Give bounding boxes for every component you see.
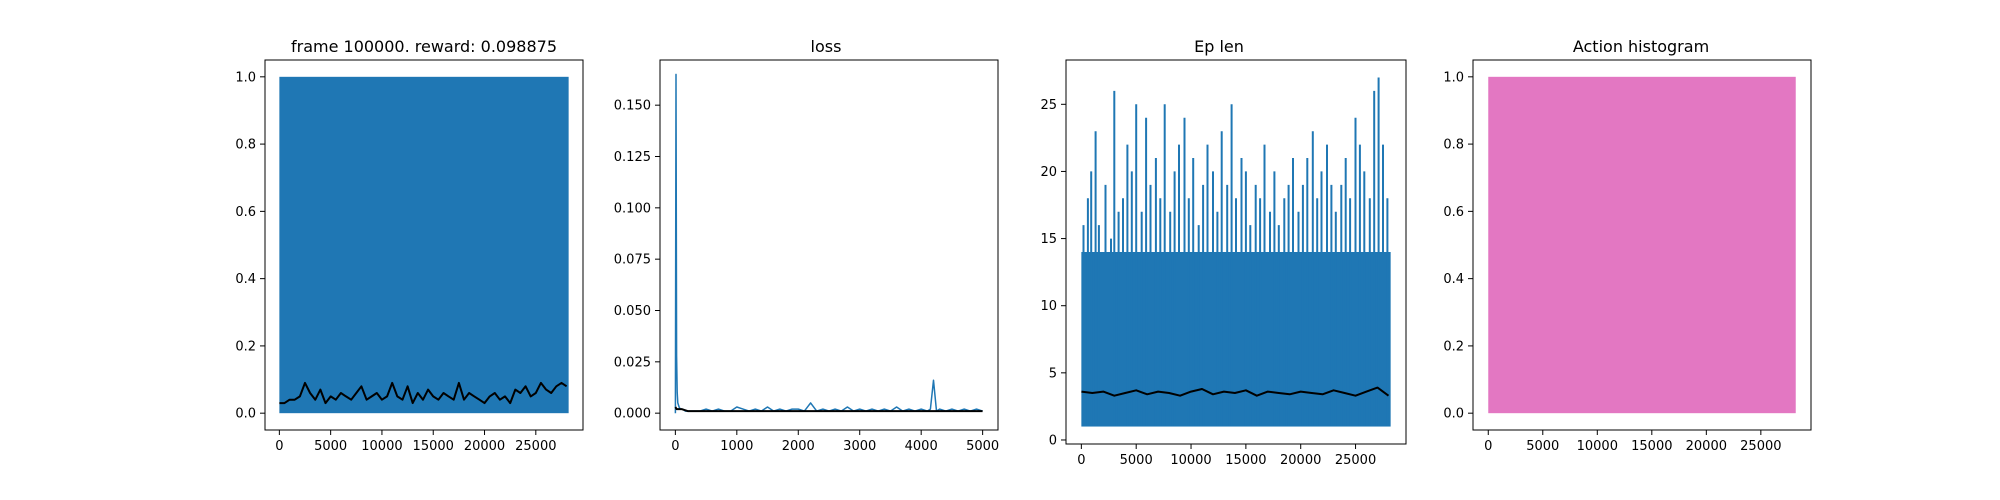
y-tick-label: 25 [1040,98,1057,113]
x-tick-label: 20000 [464,439,505,454]
chart-title: Ep len [1194,37,1244,56]
panel-loss: loss 0 1000 2000 3000 4000 5000 0.000 0.025 0.05… [614,37,999,454]
data-layer [1488,76,1796,414]
y-tick-label: 1.0 [235,70,256,85]
axes-frame [659,59,999,431]
y-tick-label: 1.0 [1443,70,1464,85]
y-tick-label: 0.8 [235,138,256,153]
y-tick-label: 0.8 [1443,138,1464,153]
x-tick-label: 10000 [1170,453,1211,468]
x-tick-label: 3000 [843,439,876,454]
smoothed-series-line [674,406,983,413]
axes-frame [264,59,584,431]
x-tick-label: 5000 [314,439,347,454]
y-tick-label: 0.100 [614,201,651,216]
smoothed-series-line [1081,386,1390,397]
y-tick-label: 0.2 [1443,339,1464,354]
y-tick-label: 0.0 [1443,407,1464,422]
axes-frame [1065,59,1407,445]
panel-reward: frame 100000. reward: 0.098875 0 5000 1000… [235,37,584,454]
smoothed-series-line [279,381,568,405]
x-tick-label: 0 [671,439,679,454]
axes-frame [1472,59,1812,431]
panel-ep-len: Ep len 0 5000 10000 15000 20000 25000 0 5 10 15 20… [1040,37,1407,468]
y-tick-label: 0.6 [1443,205,1464,220]
x-tick-label: 0 [1484,439,1492,454]
x-tick-label: 25000 [1335,453,1376,468]
panel-action-histogram: Action histogram 0 5000 10000 15000 20000 250… [1443,37,1812,454]
y-tick-label: 0.6 [235,205,256,220]
data-layer [1081,77,1391,427]
raw-series-band [279,76,569,414]
y-tick-label: 5 [1049,366,1057,381]
x-tick-label: 10000 [361,439,402,454]
y-tick-label: 0.050 [614,304,651,319]
data-layer [674,73,983,414]
x-tick-label: 5000 [966,439,999,454]
x-tick-label: 15000 [1631,439,1672,454]
y-tick-label: 0.000 [614,407,651,422]
data-layer [279,76,569,414]
chart-title: loss [811,37,842,56]
y-tick-label: 0.075 [614,253,651,268]
y-tick-label: 10 [1040,299,1057,314]
x-tick-label: 2000 [782,439,815,454]
y-tick-label: 0.0 [235,407,256,422]
x-tick-label: 25000 [515,439,556,454]
raw-series-spikes [1082,77,1389,427]
x-tick-label: 1000 [720,439,753,454]
x-tick-label: 4000 [905,439,938,454]
x-tick-label: 10000 [1577,439,1618,454]
y-tick-label: 0.150 [614,99,651,114]
x-tick-label: 0 [1077,453,1085,468]
y-tick-label: 0 [1049,433,1057,448]
y-tick-label: 0.025 [614,355,651,370]
y-tick-label: 15 [1040,232,1057,247]
x-tick-label: 0 [275,439,283,454]
histogram-bar [1488,76,1796,414]
chart-title: frame 100000. reward: 0.098875 [291,37,557,56]
chart-title: Action histogram [1573,37,1709,56]
x-tick-label: 5000 [1526,439,1559,454]
x-tick-label: 5000 [1120,453,1153,468]
y-tick-label: 0.4 [235,272,256,287]
x-tick-label: 20000 [1280,453,1321,468]
x-tick-label: 15000 [413,439,454,454]
y-tick-label: 20 [1040,165,1057,180]
x-tick-label: 25000 [1740,439,1781,454]
x-tick-label: 20000 [1686,439,1727,454]
x-tick-label: 15000 [1225,453,1266,468]
plot-area [660,60,998,430]
y-tick-label: 0.2 [235,339,256,354]
y-tick-label: 0.4 [1443,272,1464,287]
y-tick-label: 0.125 [614,150,651,165]
